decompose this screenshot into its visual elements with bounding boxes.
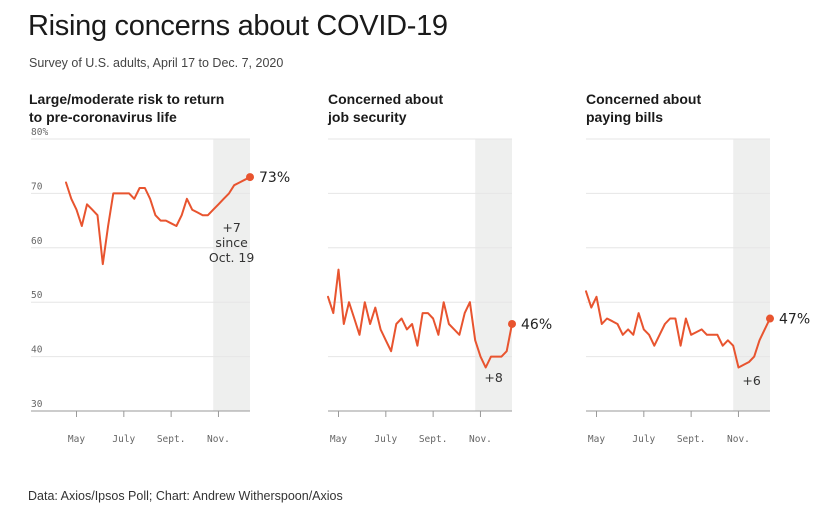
x-tick-label: Sept. <box>157 434 186 445</box>
x-tick-label: May <box>588 434 605 445</box>
x-tick-label: Sept. <box>677 434 706 445</box>
change-annotation: since <box>215 235 248 250</box>
end-point <box>508 319 516 328</box>
chart-title: Rising concerns about COVID-19 <box>28 10 448 42</box>
series-line <box>585 290 771 369</box>
shaded-period <box>475 139 512 411</box>
panel-title-line: job security <box>328 109 407 125</box>
end-value-label: 47% <box>779 312 810 328</box>
panel-title-risk: Large/moderate risk to return to pre-cor… <box>29 90 224 126</box>
x-tick-label: July <box>632 434 655 445</box>
source-note: Data: Axios/Ipsos Poll; Chart: Andrew Wi… <box>28 489 343 503</box>
x-tick-label: Nov. <box>727 434 750 445</box>
panel-title-line: to pre-coronavirus life <box>29 109 177 125</box>
end-value-label: 46% <box>521 317 552 333</box>
shaded-period <box>213 139 250 411</box>
panel-title-line: Concerned about <box>328 91 444 107</box>
change-annotation: +7 <box>222 220 240 235</box>
panel-title-line: paying bills <box>586 109 664 125</box>
chart-subtitle: Survey of U.S. adults, April 17 to Dec. … <box>29 56 284 70</box>
y-tick-label: 60 <box>31 236 43 247</box>
y-tick-label: 50 <box>31 290 43 301</box>
series-line <box>327 268 513 369</box>
x-tick-label: Sept. <box>419 434 448 445</box>
shaded-period <box>733 139 770 411</box>
y-tick-label: 30 <box>31 399 43 410</box>
end-point <box>246 173 254 182</box>
x-tick-label: May <box>68 434 85 445</box>
change-annotation: +6 <box>742 373 760 388</box>
y-tick-label: 80% <box>31 127 48 138</box>
series-line <box>65 176 251 266</box>
panel-title-bills: Concerned about paying bills <box>586 90 701 126</box>
panel-title-line: Large/moderate risk to return <box>29 91 225 107</box>
panel-title-line: Concerned about <box>586 91 702 107</box>
x-tick-label: July <box>112 434 135 445</box>
change-annotation: +8 <box>484 370 502 385</box>
x-tick-label: Nov. <box>469 434 492 445</box>
x-tick-label: Nov. <box>207 434 230 445</box>
x-tick-label: May <box>330 434 347 445</box>
panel-title-job: Concerned about job security <box>328 90 443 126</box>
change-annotation: Oct. 19 <box>209 250 255 265</box>
end-value-label: 73% <box>259 170 290 186</box>
end-point <box>766 314 774 323</box>
y-tick-label: 70 <box>31 181 43 192</box>
x-tick-label: July <box>374 434 397 445</box>
y-tick-label: 40 <box>31 345 43 356</box>
